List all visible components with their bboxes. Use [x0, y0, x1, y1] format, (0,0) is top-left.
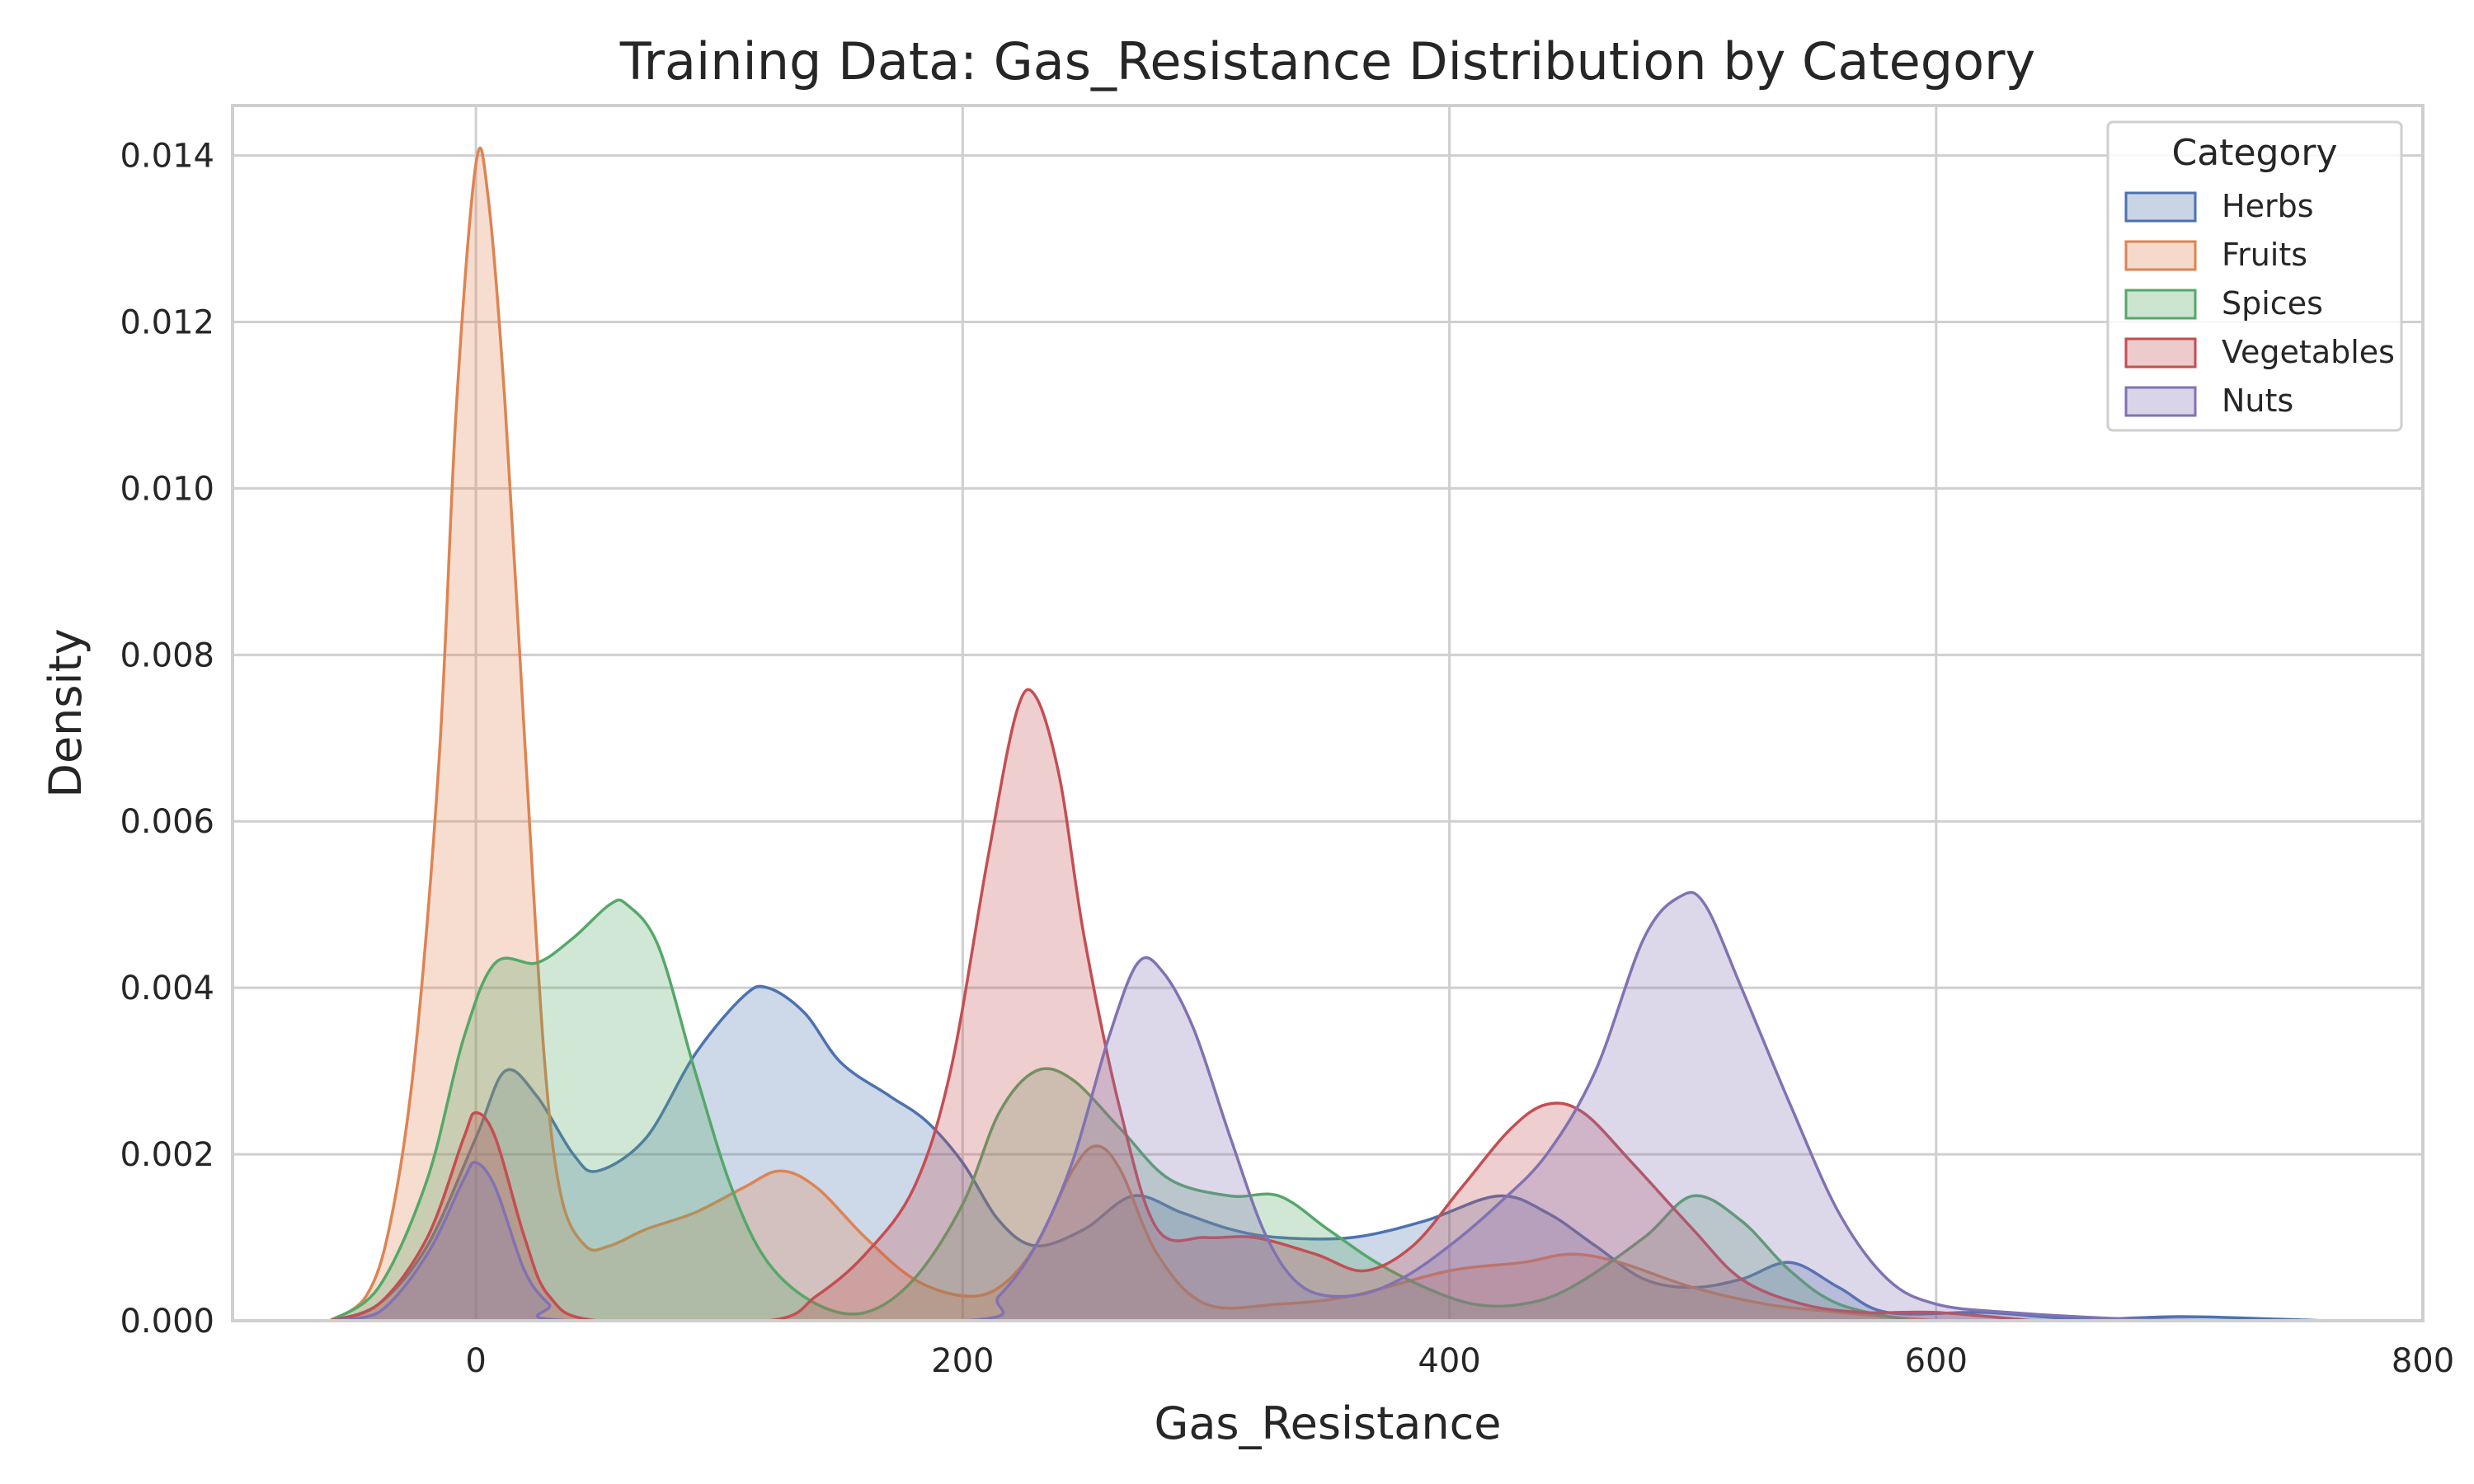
area-vegetables — [330, 689, 2034, 1321]
legend-swatch-nuts — [2124, 386, 2197, 417]
area-spices — [330, 899, 1912, 1321]
legend-box — [2106, 120, 2403, 432]
y-tick-label: 0.000 — [120, 1303, 214, 1341]
area-herbs — [330, 986, 2326, 1321]
legend-swatch-herbs — [2124, 191, 2197, 223]
line-nuts — [329, 890, 2228, 1322]
y-tick-label: 0.004 — [120, 970, 214, 1007]
y-tick-label: 0.008 — [120, 636, 214, 674]
x-tick-label: 800 — [2392, 1342, 2454, 1380]
line-herbs — [329, 984, 2326, 1322]
x-axis-label: Gas_Resistance — [1154, 1397, 1501, 1449]
series-areas — [329, 146, 2326, 1322]
legend-label-vegetables: Vegetables — [2222, 334, 2395, 370]
ticks: 0 200 400 600 800 0.000 0.002 0.004 0.006 0.008 0.… — [120, 138, 2454, 1380]
legend-title: Category — [2172, 132, 2338, 174]
legend-swatch-vegetables — [2124, 337, 2197, 369]
legend-items: Herbs Fruits Spices Vegetables Nuts — [2124, 188, 2395, 419]
legend-swatch-spices — [2124, 289, 2197, 320]
legend: Category Herbs Fruits Spices Vegetables Nuts — [2106, 120, 2403, 432]
x-tick-label: 0 — [465, 1342, 486, 1380]
legend-label-herbs: Herbs — [2222, 188, 2314, 224]
line-vegetables — [329, 688, 2034, 1322]
legend-swatch-fruits — [2124, 240, 2197, 271]
line-spices — [329, 898, 1912, 1322]
y-tick-label: 0.002 — [120, 1136, 214, 1174]
y-tick-label: 0.010 — [120, 470, 214, 508]
area-fruits — [330, 148, 1936, 1322]
legend-label-fruits: Fruits — [2222, 237, 2307, 273]
y-tick-label: 0.012 — [120, 303, 214, 341]
y-tick-label: 0.014 — [120, 138, 214, 176]
plot-frame — [231, 104, 2425, 1322]
y-tick-label: 0.006 — [120, 803, 214, 841]
x-tick-label: 200 — [931, 1342, 994, 1380]
area-nuts — [330, 892, 2228, 1321]
legend-label-spices: Spices — [2222, 285, 2323, 322]
chart-title: Training Data: Gas_Resistance Distributi… — [619, 31, 2036, 92]
legend-label-nuts: Nuts — [2222, 383, 2293, 419]
line-fruits — [329, 146, 1936, 1322]
x-tick-label: 600 — [1905, 1342, 1968, 1380]
y-axis-label: Density — [40, 628, 92, 797]
x-tick-label: 400 — [1418, 1342, 1480, 1380]
